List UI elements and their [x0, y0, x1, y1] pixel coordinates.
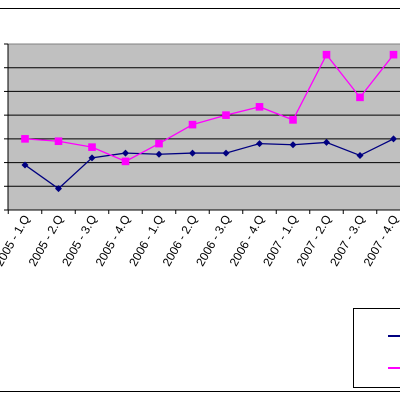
axes [4, 43, 400, 214]
legend-series-1-line [388, 335, 400, 337]
series-1-point [323, 138, 330, 146]
series-2-point [121, 157, 130, 166]
series-2-point [88, 143, 96, 151]
legend-series-2-line [388, 367, 400, 369]
series-1-point [21, 161, 29, 169]
series-2-line [24, 53, 395, 163]
legend [353, 308, 400, 388]
series-1-point [289, 141, 297, 149]
series-2-point [289, 116, 297, 124]
series-1-point [189, 149, 196, 157]
series-1-point [222, 149, 230, 157]
series-1-point [88, 154, 96, 162]
series-2-point [155, 139, 163, 148]
series-1-point [356, 151, 364, 159]
series-1-line [24, 138, 394, 190]
series-2-point [222, 111, 230, 119]
series-2-point [188, 120, 197, 129]
series-1-point [55, 185, 62, 193]
series-2-point [322, 50, 331, 59]
series-1-point [155, 150, 163, 158]
series-2-point [356, 93, 364, 102]
series-1-point [122, 149, 129, 157]
series-2-point [255, 103, 264, 111]
plot-area [7, 43, 400, 211]
plot-background [7, 43, 400, 211]
series-2-point [389, 50, 398, 59]
series-1-point [390, 135, 397, 143]
grid-lines [8, 67, 400, 187]
series-2-point [21, 135, 29, 143]
series-layer [21, 50, 398, 193]
series-1-point [256, 140, 263, 148]
series-2-point [54, 137, 63, 146]
